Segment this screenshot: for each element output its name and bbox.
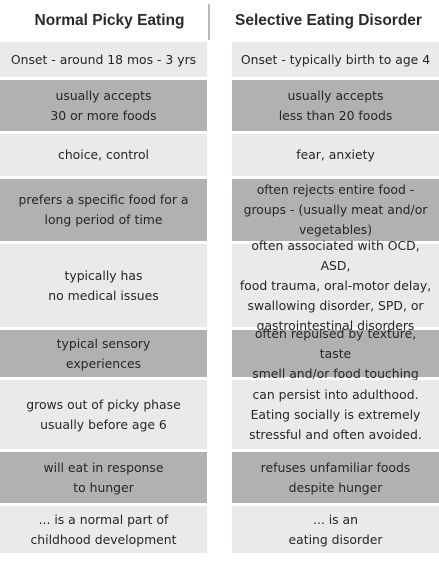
cell-text-line: grows out of picky phase: [26, 396, 181, 412]
selective-eating-disorder-cell: usually accepts less than 20 foods: [232, 80, 439, 131]
header-normal-picky-eating: Normal Picky Eating: [34, 12, 185, 29]
table-row: grows out of picky phase usually before a…: [0, 380, 439, 449]
normal-picky-eating-cell: grows out of picky phase usually before a…: [0, 380, 207, 449]
cell-text-line: 30 or more foods: [50, 107, 157, 123]
cell-text-line: often rejects entire food -: [256, 182, 415, 197]
normal-picky-eating-cell: prefers a specific food for a long period…: [0, 179, 207, 241]
table-row: prefers a specific food for a long period…: [0, 179, 439, 241]
selective-eating-disorder-cell: Onset - typically birth to age 4: [232, 42, 439, 77]
cell-text-line: usually before age 6: [40, 416, 167, 432]
cell-text-line: fear, anxiety: [296, 147, 375, 162]
selective-eating-disorder-cell: refuses unfamiliar foods despite hunger: [232, 452, 439, 503]
cell-text-line: vegetables): [298, 222, 373, 237]
header-divider: [208, 4, 210, 40]
cell-text-line: experiences: [65, 355, 142, 371]
table-row: Onset - around 18 mos - 3 yrs Onset - typ…: [0, 42, 439, 77]
table-row: usually accepts 30 or more foods usually a…: [0, 80, 439, 131]
normal-picky-eating-cell: Onset - around 18 mos - 3 yrs: [0, 42, 207, 77]
table-row: typical sensory experiences often repulsed…: [0, 326, 439, 381]
cell-text-line: refuses unfamiliar foods: [260, 459, 411, 475]
cell-text-line: despite hunger: [288, 479, 383, 495]
cell-text-line: can persist into adulthood.: [252, 386, 419, 402]
cell-text-line: eating disorder: [288, 531, 383, 547]
cell-text-line: Eating socially is extremely: [250, 406, 421, 422]
normal-picky-eating-cell: ... is a normal part of childhood develop…: [0, 506, 207, 553]
cell-text-line: will eat in response: [43, 459, 164, 475]
cell-text-line: Onset - around 18 mos - 3 yrs: [10, 51, 197, 67]
cell-text-line: typically has: [64, 267, 143, 283]
cell-text-line: childhood development: [30, 531, 177, 547]
cell-text-line: typical sensory: [56, 335, 151, 351]
cell-text-line: Onset - typically birth to age 4: [240, 51, 431, 67]
table-row: typically has no medical issues often asso…: [0, 238, 439, 333]
normal-picky-eating-cell: will eat in response to hunger: [0, 452, 207, 503]
table-row: choice, control fear, anxiety: [0, 134, 439, 176]
cell-text-line: stressful and often avoided.: [249, 426, 422, 442]
cell-text-line: gastrointestinal disorders: [256, 317, 415, 333]
normal-picky-eating-cell: typically has no medical issues: [0, 244, 207, 327]
selective-eating-disorder-cell: ... is an eating disorder: [232, 506, 439, 553]
normal-picky-eating-cell: usually accepts 30 or more foods: [0, 80, 207, 131]
cell-text-line: long period of time: [44, 212, 163, 227]
header-selective-eating-disorder: Selective Eating Disorder: [235, 12, 422, 29]
normal-picky-eating-cell: typical sensory experiences: [0, 330, 207, 377]
cell-text-line: ... is a normal part of: [38, 511, 169, 527]
cell-text-line: swallowing disorder, SPD, or: [247, 297, 424, 313]
cell-text-line: no medical issues: [48, 287, 159, 303]
cell-text-line: choice, control: [58, 147, 149, 162]
selective-eating-disorder-cell: often associated with OCD, ASD, food trau…: [232, 238, 439, 333]
table-header: Normal Picky Eating Selective Eating Dis…: [0, 0, 439, 42]
comparison-table: Onset - around 18 mos - 3 yrs Onset - typ…: [0, 42, 439, 556]
normal-picky-eating-cell: choice, control: [0, 134, 207, 176]
cell-text-line: usually accepts: [287, 87, 384, 103]
cell-text-line: less than 20 foods: [278, 107, 393, 123]
cell-text-line: prefers a specific food for a: [18, 192, 189, 207]
cell-text-line: usually accepts: [55, 87, 152, 103]
selective-eating-disorder-cell: often repulsed by texture, taste smell an…: [232, 326, 439, 381]
table-row: will eat in response to hunger refuses unf…: [0, 452, 439, 503]
selective-eating-disorder-cell: fear, anxiety: [232, 134, 439, 176]
cell-text-line: smell and/or food touching: [252, 365, 419, 381]
cell-text-line: often associated with OCD, ASD,: [251, 237, 420, 273]
cell-text-line: often repulsed by texture, taste: [254, 325, 417, 361]
cell-text-line: food trauma, oral-motor delay,: [239, 277, 432, 293]
table-row: ... is a normal part of childhood develop…: [0, 506, 439, 553]
selective-eating-disorder-cell: can persist into adulthood. Eating social…: [232, 380, 439, 449]
cell-text-line: groups - (usually meat and/or: [243, 202, 428, 217]
cell-text-line: to hunger: [73, 479, 134, 495]
cell-text-line: ... is an: [312, 511, 359, 527]
selective-eating-disorder-cell: often rejects entire food - groups - (usu…: [232, 179, 439, 241]
